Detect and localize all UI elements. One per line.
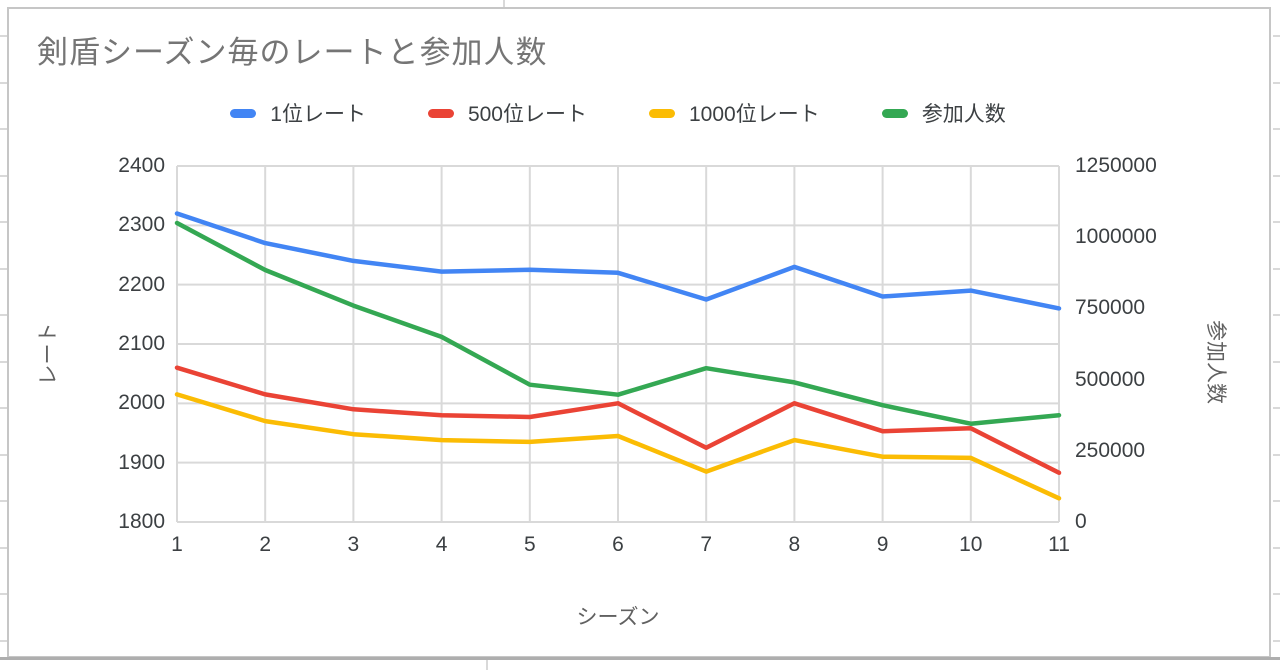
edge-gridline-mark xyxy=(0,361,7,363)
edge-gridline-mark xyxy=(1273,268,1280,270)
edge-gridline-mark xyxy=(0,640,7,642)
edge-gridline-mark xyxy=(503,0,505,7)
series-line-0 xyxy=(174,211,1062,311)
x-axis-tick: 10 xyxy=(959,533,983,556)
edge-gridline-mark xyxy=(1273,35,1280,37)
edge-gridline-mark xyxy=(0,128,7,130)
x-axis-tick: 3 xyxy=(347,533,360,556)
edge-gridline-mark xyxy=(1273,361,1280,363)
edge-gridline-mark xyxy=(0,593,7,595)
edge-gridline-mark xyxy=(1273,128,1280,130)
edge-gridline-mark xyxy=(1273,454,1280,456)
edge-gridline-mark xyxy=(0,221,7,223)
x-axis-tick: 1 xyxy=(171,533,183,556)
chart-legend: 1位レート 500位レート 1000位レート 参加人数 xyxy=(177,99,1059,127)
edge-gridline-mark xyxy=(0,454,7,456)
x-axis-tick: 5 xyxy=(523,533,536,556)
left-axis-tick: 2000 xyxy=(118,391,165,415)
legend-item-3: 参加人数 xyxy=(881,98,1006,128)
x-axis-tick: 7 xyxy=(700,533,713,556)
legend-swatch-icon xyxy=(427,108,454,118)
x-axis-tick: 6 xyxy=(612,533,624,556)
legend-item-1: 500位レート xyxy=(427,98,587,128)
left-axis-tick: 2300 xyxy=(118,213,165,237)
edge-gridline-mark xyxy=(0,35,7,37)
edge-gridline-mark xyxy=(0,268,7,270)
legend-label: 1000位レート xyxy=(689,103,820,126)
x-axis-title: シーズン xyxy=(576,606,660,629)
edge-gridline-mark xyxy=(1273,407,1280,409)
x-axis-tick: 2 xyxy=(259,533,272,556)
left-axis-title: レート xyxy=(37,322,60,386)
edge-gridline-mark xyxy=(1273,593,1280,595)
left-axis-tick: 1800 xyxy=(118,510,165,533)
legend-label: 1位レート xyxy=(270,103,366,126)
legend-item-0: 1位レート xyxy=(230,98,366,128)
right-axis-title: 参加人数 xyxy=(1204,320,1227,404)
legend-swatch-icon xyxy=(881,108,908,118)
right-axis-tick: 1250000 xyxy=(1075,154,1157,177)
legend-swatch-icon xyxy=(230,108,257,118)
edge-gridline-mark xyxy=(1273,640,1280,642)
line-chart-plot xyxy=(174,165,1062,523)
right-axis-tick: 1000000 xyxy=(1075,225,1157,249)
bottom-separator xyxy=(0,657,1280,660)
edge-gridline-mark xyxy=(0,314,7,316)
series-line-1 xyxy=(174,365,1062,476)
x-axis-tick: 8 xyxy=(788,533,801,556)
right-axis-tick: 500000 xyxy=(1075,367,1146,391)
edge-gridline-mark xyxy=(1273,547,1280,549)
edge-gridline-mark xyxy=(0,500,7,502)
edge-gridline-mark xyxy=(0,82,7,84)
chart-title: 剣盾シーズン毎のレートと参加人数 xyxy=(37,35,548,70)
edge-gridline-mark xyxy=(0,547,7,549)
edge-gridline-mark xyxy=(0,175,7,177)
edge-gridline-mark xyxy=(1273,314,1280,316)
left-axis-tick: 1900 xyxy=(118,450,165,474)
x-axis-tick: 11 xyxy=(1048,533,1070,556)
series-line-2 xyxy=(174,392,1062,501)
left-axis-tick: 2400 xyxy=(118,154,165,177)
right-axis-tick: 0 xyxy=(1075,510,1087,533)
legend-label: 500位レート xyxy=(467,103,587,126)
series-line-3 xyxy=(174,220,1062,426)
legend-swatch-icon xyxy=(649,108,675,118)
left-axis-tick: 2100 xyxy=(118,332,165,355)
edge-gridline-mark xyxy=(1273,175,1280,177)
edge-gridline-mark xyxy=(486,660,488,670)
right-axis-tick: 250000 xyxy=(1075,438,1146,462)
left-axis-tick: 2200 xyxy=(118,272,165,296)
legend-item-2: 1000位レート xyxy=(649,98,820,128)
edge-gridline-mark xyxy=(1273,500,1280,502)
x-axis-tick: 9 xyxy=(876,533,889,556)
edge-gridline-mark xyxy=(0,407,7,409)
x-axis-tick: 4 xyxy=(435,533,448,556)
legend-label: 参加人数 xyxy=(921,103,1006,126)
edge-gridline-mark xyxy=(1273,221,1280,223)
right-axis-tick: 750000 xyxy=(1075,296,1146,320)
chart-card: 剣盾シーズン毎のレートと参加人数 1位レート 500位レート 1000位レート 参加人… xyxy=(7,7,1271,658)
edge-gridline-mark xyxy=(1273,82,1280,84)
